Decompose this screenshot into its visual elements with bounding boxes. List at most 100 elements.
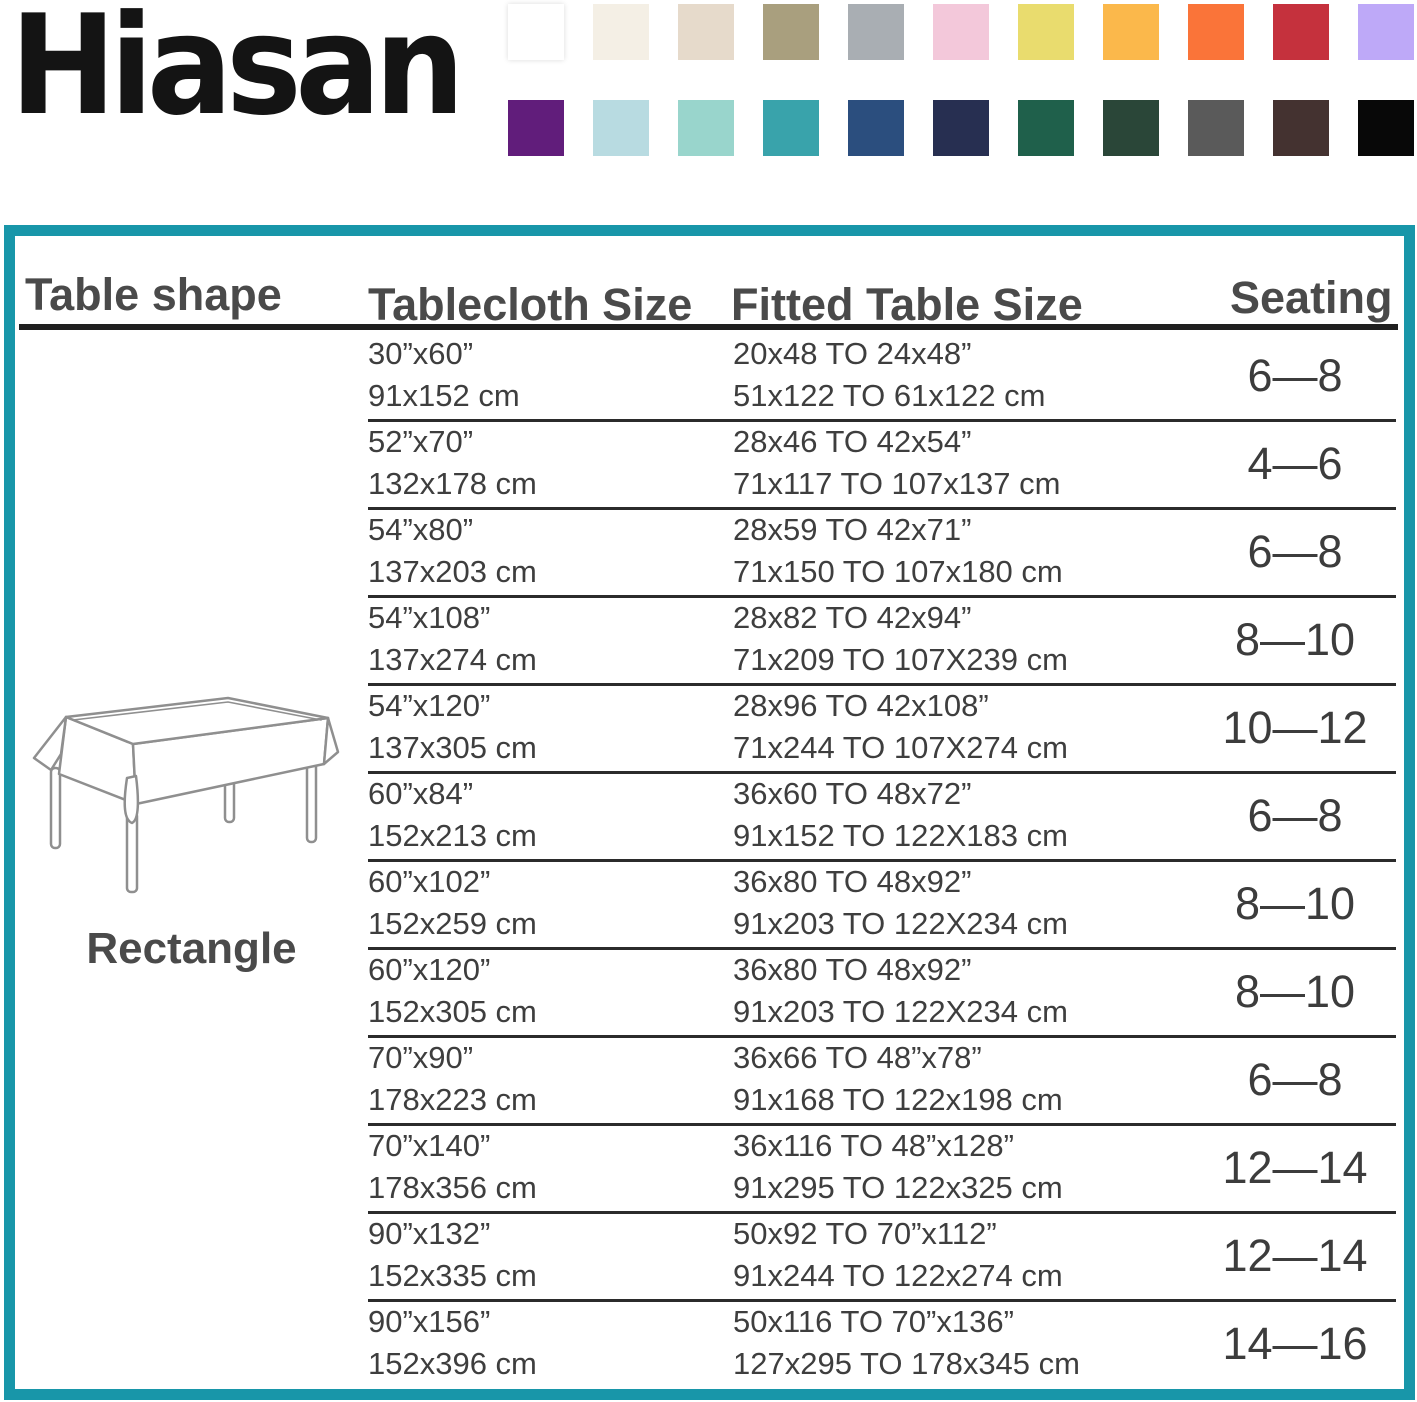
fitted-size-cm: 127x295 TO 178x345 cm xyxy=(733,1346,1080,1381)
row-divider xyxy=(368,1211,1396,1214)
fitted-size-in: 36x66 TO 48”x78” xyxy=(733,1040,982,1075)
table-row: 60”x84” 152x213 cm 36x60 TO 48x72” 91x152 … xyxy=(15,771,1404,860)
tablecloth-size-in: 90”x132” xyxy=(368,1216,491,1251)
table-row: 90”x156” 152x396 cm 50x116 TO 70”x136” 127… xyxy=(15,1299,1404,1388)
fitted-size-cm: 71x244 TO 107X274 cm xyxy=(733,730,1068,765)
row-divider xyxy=(368,947,1396,950)
tablecloth-size-in: 54”x108” xyxy=(368,600,491,635)
column-header-table-shape: Table shape xyxy=(25,269,282,320)
color-swatch xyxy=(763,100,819,156)
color-swatch xyxy=(508,100,564,156)
tablecloth-size-cm: 152x259 cm xyxy=(368,906,537,941)
color-swatch xyxy=(1273,100,1329,156)
fitted-size-in: 20x48 TO 24x48” xyxy=(733,336,972,371)
color-swatch-palette xyxy=(508,4,1414,156)
fitted-size-in: 50x92 TO 70”x112” xyxy=(733,1216,997,1251)
fitted-size-cm: 91x203 TO 122X234 cm xyxy=(733,906,1068,941)
color-swatch xyxy=(848,100,904,156)
table-shape-cell: Rectangle xyxy=(15,332,368,1388)
fitted-size-cm: 51x122 TO 61x122 cm xyxy=(733,378,1046,413)
tablecloth-size-in: 60”x84” xyxy=(368,776,474,811)
color-swatch xyxy=(933,4,989,60)
seating-value: 10—12 xyxy=(1222,702,1368,753)
tablecloth-size-cm: 152x213 cm xyxy=(368,818,537,853)
tablecloth-size-in: 70”x90” xyxy=(368,1040,474,1075)
rectangle-tablecloth-illustration xyxy=(32,696,340,894)
row-divider xyxy=(368,683,1396,686)
column-header-tablecloth-size: Tablecloth Size xyxy=(368,279,693,330)
color-swatch xyxy=(1018,4,1074,60)
color-swatch xyxy=(678,100,734,156)
seating-value: 6—8 xyxy=(1247,526,1343,577)
seating-value: 4—6 xyxy=(1247,438,1343,489)
seating-value: 8—10 xyxy=(1234,966,1356,1017)
tablecloth-size-cm: 178x356 cm xyxy=(368,1170,537,1205)
color-swatch xyxy=(678,4,734,60)
seating-value: 6—8 xyxy=(1247,790,1343,841)
tablecloth-size-in: 90”x156” xyxy=(368,1304,491,1339)
row-divider xyxy=(368,1123,1396,1126)
header-divider xyxy=(19,324,1398,330)
fitted-size-in: 50x116 TO 70”x136” xyxy=(733,1304,1014,1339)
table-row: 54”x80” 137x203 cm 28x59 TO 42x71” 71x150 … xyxy=(15,507,1404,596)
seating-value: 6—8 xyxy=(1247,350,1343,401)
color-swatch xyxy=(593,4,649,60)
row-divider xyxy=(368,507,1396,510)
color-swatch xyxy=(1103,4,1159,60)
seating-value: 14—16 xyxy=(1222,1318,1368,1369)
table-row: 60”x102” 152x259 cm 36x80 TO 48x92” 91x203… xyxy=(15,859,1404,948)
row-divider xyxy=(368,1035,1396,1038)
fitted-size-cm: 71x209 TO 107X239 cm xyxy=(733,642,1068,677)
color-swatch xyxy=(508,4,564,60)
tablecloth-size-cm: 152x335 cm xyxy=(368,1258,537,1293)
fitted-size-in: 28x46 TO 42x54” xyxy=(733,424,972,459)
tablecloth-size-cm: 91x152 cm xyxy=(368,378,520,413)
seating-value: 12—14 xyxy=(1222,1230,1368,1281)
shape-label: Rectangle xyxy=(86,924,297,973)
column-header-seating: Seating xyxy=(1230,272,1393,323)
fitted-size-in: 36x80 TO 48x92” xyxy=(733,952,972,987)
table-row: 30”x60” 91x152 cm 20x48 TO 24x48” 51x122 T… xyxy=(15,332,1404,420)
fitted-size-in: 28x82 TO 42x94” xyxy=(733,600,972,635)
row-divider xyxy=(368,859,1396,862)
fitted-size-cm: 91x168 TO 122x198 cm xyxy=(733,1082,1063,1117)
color-swatch xyxy=(1273,4,1329,60)
tablecloth-size-cm: 132x178 cm xyxy=(368,466,537,501)
seating-value: 8—10 xyxy=(1234,614,1356,665)
tablecloth-size-in: 54”x80” xyxy=(368,512,474,547)
tablecloth-size-in: 70”x140” xyxy=(368,1128,491,1163)
row-divider xyxy=(368,595,1396,598)
fitted-size-in: 36x116 TO 48”x128” xyxy=(733,1128,1014,1163)
fitted-size-in: 36x80 TO 48x92” xyxy=(733,864,972,899)
fitted-size-in: 28x59 TO 42x71” xyxy=(733,512,972,547)
color-swatch xyxy=(1188,100,1244,156)
tablecloth-size-cm: 137x274 cm xyxy=(368,642,537,677)
row-divider xyxy=(368,771,1396,774)
column-header-fitted-table-size: Fitted Table Size xyxy=(731,279,1083,330)
row-divider xyxy=(368,1299,1396,1302)
seating-value: 8—10 xyxy=(1234,878,1356,929)
tablecloth-size-cm: 137x203 cm xyxy=(368,554,537,589)
size-chart-rows: 30”x60” 91x152 cm 20x48 TO 24x48” 51x122 T… xyxy=(15,332,1404,1388)
tablecloth-size-in: 54”x120” xyxy=(368,688,491,723)
fitted-size-cm: 71x117 TO 107x137 cm xyxy=(733,466,1061,501)
color-swatch xyxy=(1188,4,1244,60)
fitted-size-cm: 91x152 TO 122X183 cm xyxy=(733,818,1068,853)
tablecloth-size-cm: 152x305 cm xyxy=(368,994,537,1029)
color-swatch xyxy=(593,100,649,156)
brand-logo: Hiasan xyxy=(10,0,465,146)
tablecloth-size-cm: 137x305 cm xyxy=(368,730,537,765)
size-chart: Table shape Tablecloth Size Fitted Table… xyxy=(4,225,1415,1400)
row-divider xyxy=(368,419,1396,422)
color-swatch xyxy=(763,4,819,60)
tablecloth-size-in: 52”x70” xyxy=(368,424,474,459)
fitted-size-in: 36x60 TO 48x72” xyxy=(733,776,972,811)
table-row: 60”x120” 152x305 cm 36x80 TO 48x92” 91x203… xyxy=(15,947,1404,1036)
seating-value: 12—14 xyxy=(1222,1142,1368,1193)
tablecloth-size-in: 30”x60” xyxy=(368,336,474,371)
color-swatch xyxy=(1018,100,1074,156)
seating-value: 6—8 xyxy=(1247,1054,1343,1105)
tablecloth-size-cm: 178x223 cm xyxy=(368,1082,537,1117)
color-swatch xyxy=(848,4,904,60)
fitted-size-cm: 91x203 TO 122X234 cm xyxy=(733,994,1068,1029)
